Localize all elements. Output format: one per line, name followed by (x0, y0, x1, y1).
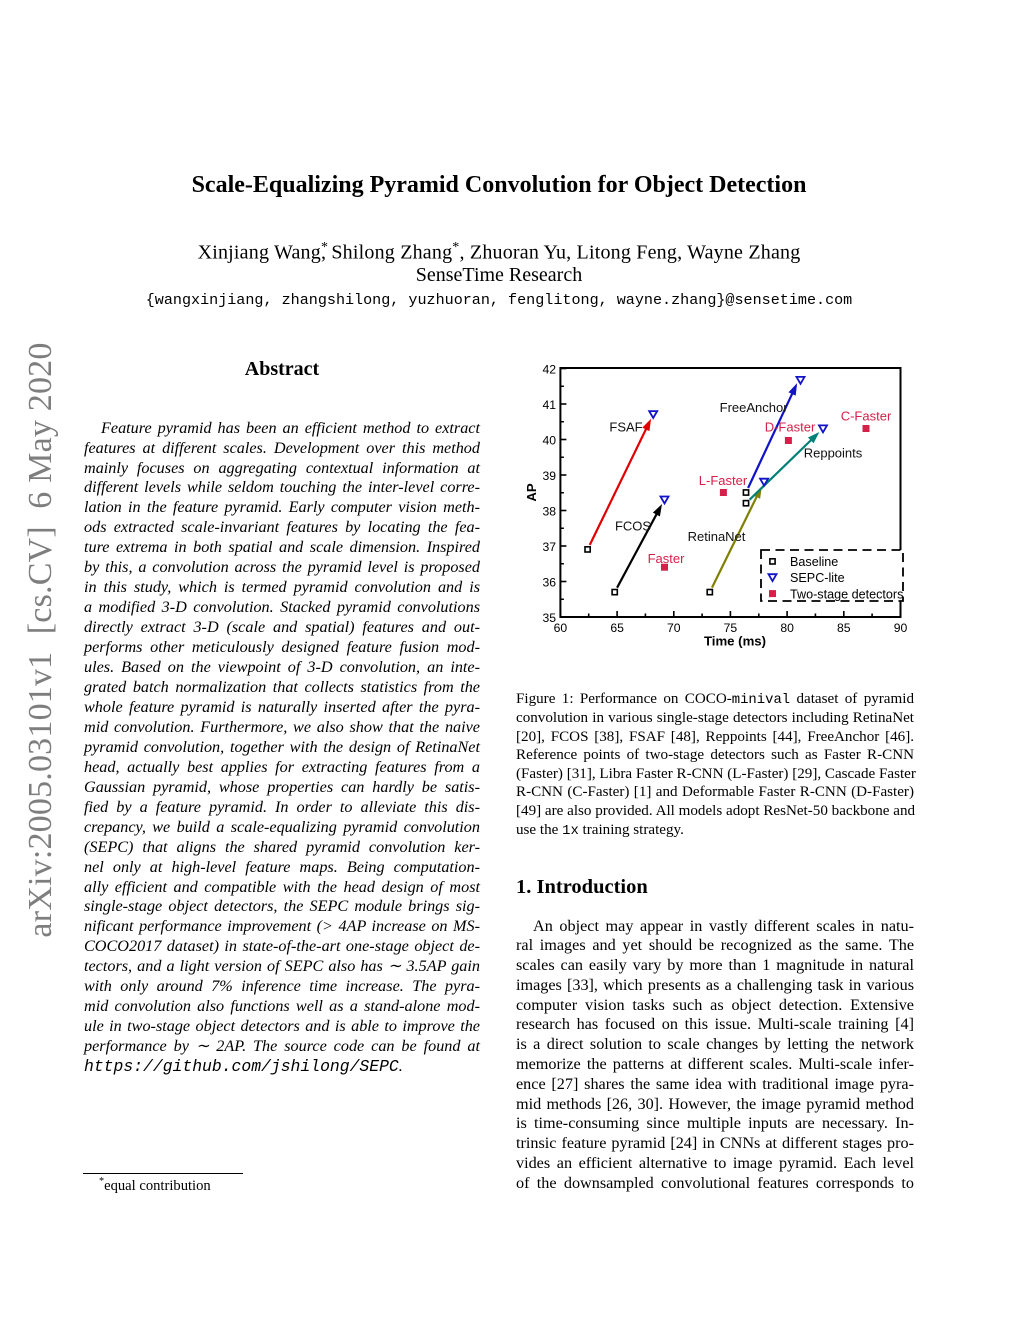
svg-text:C-Faster: C-Faster (841, 408, 892, 423)
svg-text:37: 37 (542, 540, 556, 554)
svg-text:70: 70 (667, 621, 681, 635)
svg-text:80: 80 (780, 621, 794, 635)
svg-text:AP: AP (524, 483, 539, 502)
svg-text:Baseline: Baseline (790, 555, 838, 569)
svg-text:FSAF: FSAF (609, 420, 642, 435)
svg-text:41: 41 (542, 398, 556, 412)
svg-text:FreeAnchor: FreeAnchor (720, 400, 789, 415)
svg-text:42: 42 (542, 362, 556, 376)
svg-text:40: 40 (542, 433, 556, 447)
svg-text:39: 39 (542, 469, 556, 483)
svg-text:Two-stage detectors: Two-stage detectors (790, 587, 903, 601)
svg-text:SEPC-lite: SEPC-lite (790, 571, 845, 585)
svg-text:85: 85 (837, 621, 851, 635)
svg-text:Faster: Faster (648, 551, 686, 566)
svg-text:65: 65 (610, 621, 624, 635)
svg-text:90: 90 (894, 621, 908, 635)
svg-text:60: 60 (554, 621, 568, 635)
svg-text:FCOS: FCOS (615, 519, 651, 534)
svg-text:38: 38 (542, 504, 556, 518)
svg-text:Time (ms): Time (ms) (704, 634, 766, 649)
svg-text:D-Faster: D-Faster (765, 420, 816, 435)
svg-text:L-Faster: L-Faster (699, 473, 748, 488)
svg-text:RetinaNet: RetinaNet (688, 529, 746, 544)
svg-text:36: 36 (542, 575, 556, 589)
svg-text:75: 75 (724, 621, 738, 635)
svg-text:Reppoints: Reppoints (804, 446, 863, 461)
svg-text:35: 35 (542, 611, 556, 625)
